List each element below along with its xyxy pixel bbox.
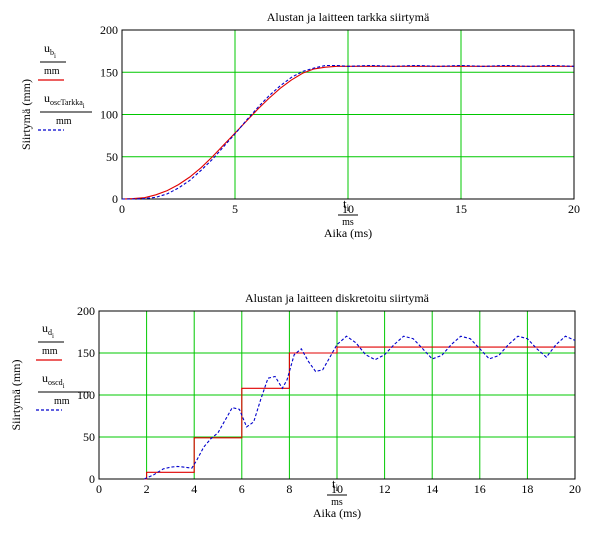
x-tick-label: 2	[144, 482, 150, 496]
x-tick-label: 10	[342, 202, 354, 216]
x-tick-label: 20	[569, 482, 581, 496]
y-tick-label: 200	[100, 23, 118, 37]
chart-1: Alustan ja laitteen tarkka siirtymä 0 5 10 1…	[19, 10, 580, 240]
series-line-1	[121, 65, 574, 200]
legend: udi mm uoscdi mm	[36, 321, 90, 411]
legend-item-1: udi mm	[36, 321, 64, 361]
chart-title: Alustan ja laitteen tarkka siirtymä	[267, 10, 430, 24]
legend-item-2: uoscdi mm	[36, 371, 90, 411]
plot-frame	[98, 310, 576, 480]
x-tick-label: 6	[239, 482, 245, 496]
series-line-2	[143, 335, 576, 480]
legend-denominator: mm	[54, 396, 70, 407]
y-axis-label: Siirtymä (mm)	[9, 360, 23, 431]
y-tick-label: 50	[106, 150, 118, 164]
y-axis-label: Siirtymä (mm)	[19, 79, 33, 150]
y-tick-label: 200	[77, 304, 95, 318]
x-tick-label: 14	[426, 482, 438, 496]
y-tick-label: 150	[100, 65, 118, 79]
y-tick-label: 0	[112, 192, 118, 206]
gridlines	[99, 310, 576, 479]
chart-title: Alustan ja laitteen diskretoitu siirtymä	[245, 291, 430, 305]
legend-denominator: mm	[44, 66, 60, 77]
plot-frame	[121, 29, 575, 200]
x-tick-label: 10	[331, 482, 343, 496]
x-tick-label: 15	[455, 202, 467, 216]
x-tick-label: 18	[521, 482, 533, 496]
x-tick-label: 0	[119, 202, 125, 216]
x-label-denominator: ms	[331, 497, 343, 508]
x-tick-label: 4	[191, 482, 197, 496]
x-label-denominator: ms	[342, 217, 354, 228]
y-tick-label: 100	[100, 108, 118, 122]
y-tick-label: 100	[77, 388, 95, 402]
chart-2: Alustan ja laitteen diskretoitu siirtymä…	[9, 291, 581, 520]
legend-numerator: ubi	[44, 41, 56, 60]
y-tick-label: 150	[77, 346, 95, 360]
series-line-1	[144, 346, 575, 480]
x-tick-label: 20	[568, 202, 580, 216]
gridlines	[122, 29, 575, 199]
series-line-2	[122, 64, 575, 200]
x-tick-label: 16	[474, 482, 486, 496]
legend: ubi mm uoscTarkkai mm	[38, 41, 92, 131]
x-tick-label: 12	[379, 482, 391, 496]
x-label-numerator: ti	[343, 196, 350, 213]
legend-numerator: uoscdi	[42, 371, 65, 390]
x-tick-label: 8	[286, 482, 292, 496]
y-tick-label: 0	[89, 472, 95, 486]
x-tick-label: 0	[96, 482, 102, 496]
y-tick-label: 50	[83, 430, 95, 444]
x-tick-label: 5	[232, 202, 238, 216]
legend-item-2: uoscTarkkai mm	[38, 91, 92, 131]
legend-numerator: uoscTarkkai	[44, 91, 85, 110]
legend-denominator: mm	[42, 346, 58, 357]
x-label-text: Aika (ms)	[324, 226, 372, 240]
legend-denominator: mm	[56, 116, 72, 127]
legend-item-1: ubi mm	[38, 41, 66, 81]
legend-numerator: udi	[42, 321, 54, 340]
x-label-text: Aika (ms)	[313, 506, 361, 520]
x-label-numerator: ti	[332, 476, 339, 493]
